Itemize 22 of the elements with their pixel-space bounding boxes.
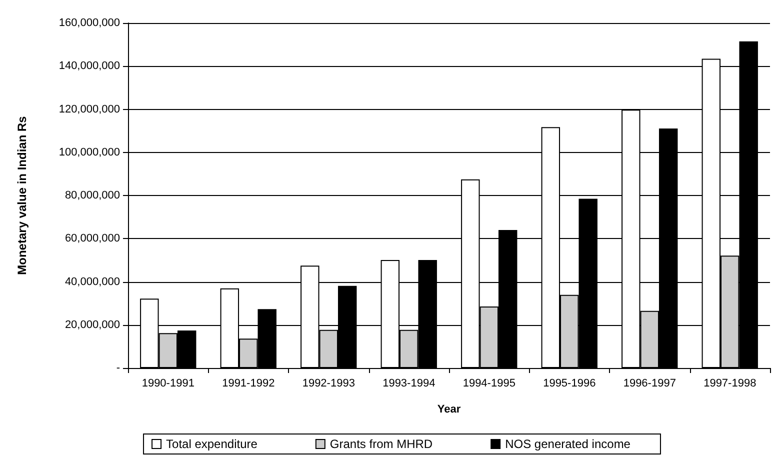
x-tick-label: 1996-1997 <box>623 378 676 390</box>
y-tick-label: 160,000,000 <box>58 17 120 29</box>
y-tick-label: 60,000,000 <box>64 232 120 245</box>
x-tick-label: 1992-1993 <box>302 378 355 390</box>
legend-label: NOS generated income <box>505 437 631 451</box>
y-tick-label: 20,000,000 <box>64 318 120 331</box>
y-tick-label: - <box>116 362 120 374</box>
x-tick-label: 1997-1998 <box>704 378 756 390</box>
x-tick-label: 1990-1991 <box>142 378 194 390</box>
y-tick-label: 120,000,000 <box>58 103 120 116</box>
x-axis-title: Year <box>437 404 462 416</box>
y-tick-label: 80,000,000 <box>64 190 120 202</box>
x-tick-label: 1995-1996 <box>543 378 596 390</box>
x-tick-label: 1993-1994 <box>382 378 436 390</box>
legend-label: Grants from MHRD <box>330 437 433 451</box>
x-tick-label: 1991-1992 <box>222 378 275 390</box>
y-axis-title: Monetary value in Indian Rs <box>15 116 29 275</box>
y-tick-label: 40,000,000 <box>64 276 120 288</box>
y-tick-label: 140,000,000 <box>58 60 120 72</box>
x-tick-label: 1994-1995 <box>462 378 516 390</box>
y-tick-label: 100,000,000 <box>58 146 120 158</box>
legend-label: Total expenditure <box>166 437 258 451</box>
